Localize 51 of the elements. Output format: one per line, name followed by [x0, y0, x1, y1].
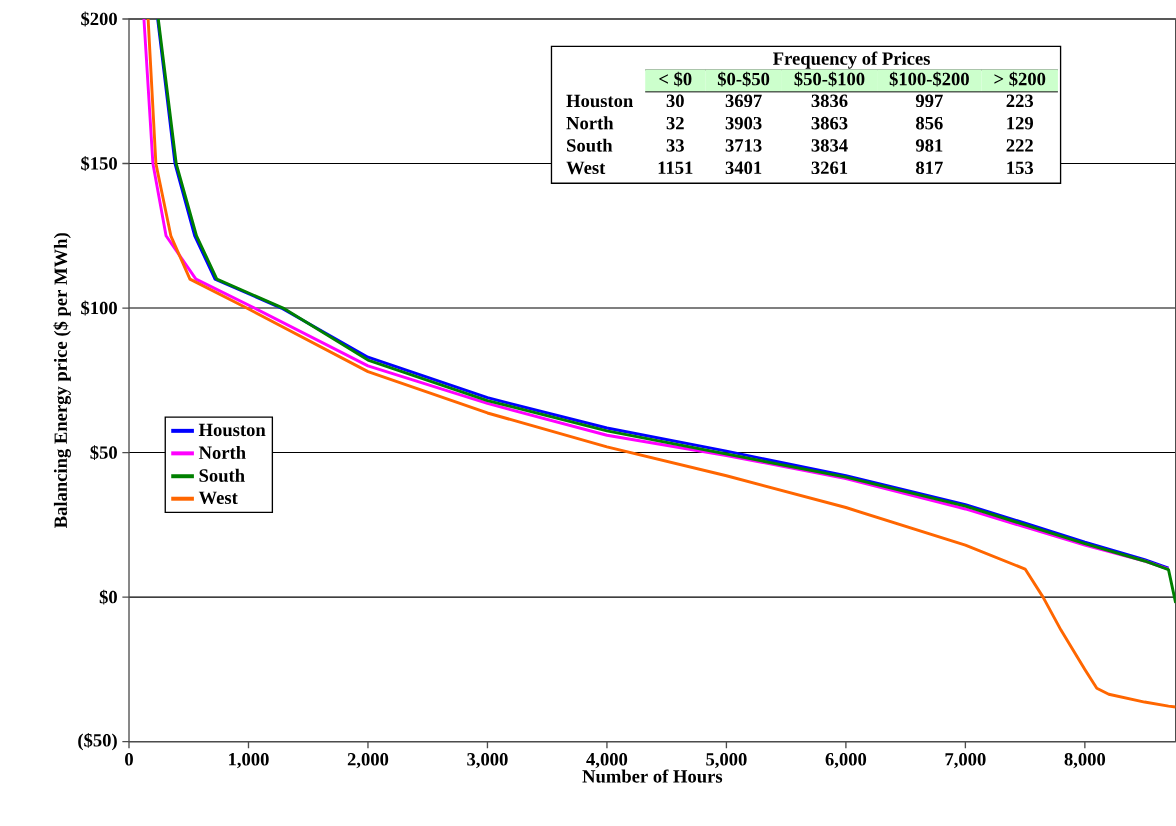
annotation: 997 [915, 94, 943, 108]
annotation: $50-$100 [794, 71, 865, 87]
annotation: 856 [916, 117, 943, 130]
annotation: 223 [1006, 94, 1034, 108]
annotation: West [566, 161, 606, 175]
x-tick-label: 6,000 [825, 753, 867, 769]
annotation: 1151 [658, 161, 693, 175]
y-axis-title: Balancing Energy price ($ per MWh) [53, 233, 71, 529]
y-tick-label: $100 [81, 300, 117, 316]
x-tick-label: 1,000 [229, 753, 269, 769]
x-tick-label: 3,000 [467, 753, 508, 769]
y-tick-label: $50 [90, 445, 117, 461]
annotation: 153 [1007, 161, 1034, 175]
annotation: Frequency of Prices [773, 51, 930, 69]
annotation: 129 [1007, 117, 1034, 130]
x-tick-label: 4,000 [586, 753, 628, 769]
y-tick-label: $0 [99, 589, 117, 605]
x-axis-title: Number of Hours [582, 769, 723, 783]
x-tick-label: 2,000 [347, 753, 389, 769]
annotation: 3713 [725, 139, 762, 152]
annotation: $0-$50 [717, 71, 770, 87]
annotation: 222 [1006, 139, 1033, 152]
annotation: < $0 [659, 71, 692, 87]
x-tick-label: 5,000 [706, 753, 747, 769]
legend-label: South [199, 468, 245, 483]
annotation: 3697 [725, 94, 762, 108]
annotation: > $200 [994, 71, 1046, 87]
annotation: 3863 [811, 117, 848, 130]
annotation: 3903 [725, 117, 762, 130]
legend-label: Houston [198, 423, 266, 437]
x-tick-label: 0 [125, 753, 133, 766]
annotation: North [566, 116, 614, 130]
annotation: 3401 [725, 161, 762, 175]
annotation: South [567, 138, 613, 152]
annotation: Houston [566, 94, 633, 108]
annotation: 817 [916, 161, 943, 175]
annotation: 3834 [811, 139, 848, 152]
annotation: 3836 [811, 94, 848, 108]
x-tick-label: 7,000 [945, 753, 986, 769]
annotation: 3261 [811, 161, 848, 175]
y-tick-label: $150 [81, 156, 117, 172]
y-tick-label: ($50) [78, 733, 117, 751]
y-tick-label: $200 [81, 11, 117, 27]
legend-label: North [198, 446, 246, 460]
annotation: $100-$200 [889, 71, 969, 87]
x-tick-label: 8,000 [1064, 753, 1106, 769]
annotation: 30 [666, 94, 684, 108]
annotation: 32 [666, 117, 684, 130]
annotation: 981 [915, 139, 943, 152]
legend-label: West [198, 491, 238, 505]
annotation: 33 [666, 139, 684, 152]
